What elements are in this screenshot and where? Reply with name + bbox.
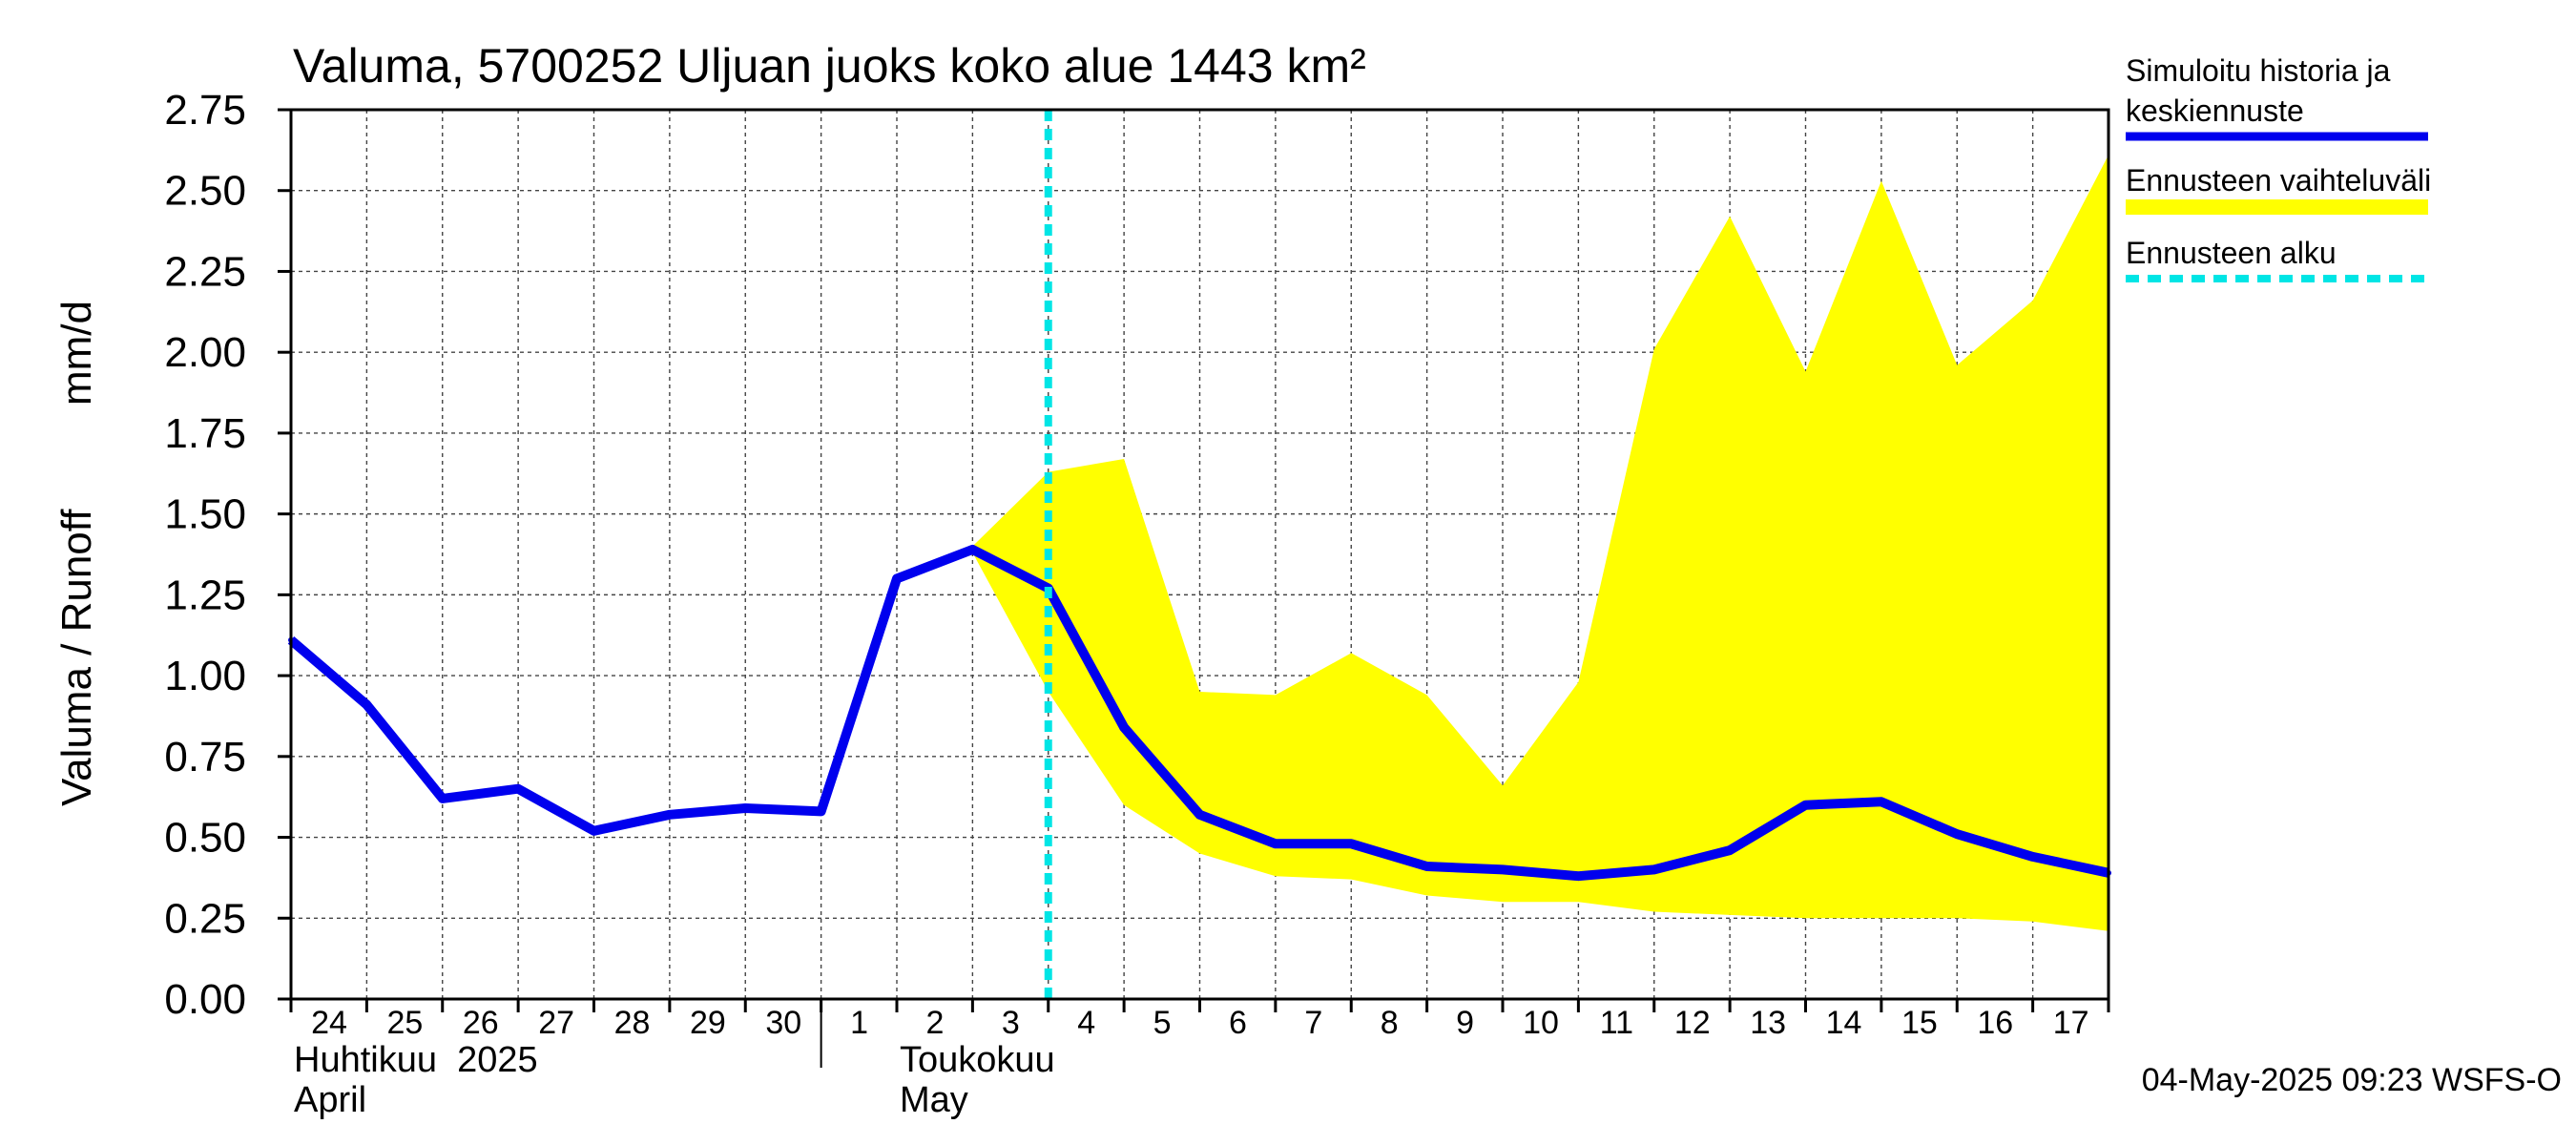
x-tick-label: 13 bbox=[1750, 1005, 1786, 1041]
y-axis-label: Valuma / Runoff bbox=[53, 509, 100, 806]
y-tick-label: 2.25 bbox=[164, 248, 246, 295]
x-tick-label: 9 bbox=[1456, 1005, 1474, 1041]
legend-label-mean: Simuloitu historia ja bbox=[2126, 53, 2391, 88]
series-point bbox=[1651, 866, 1657, 873]
month-label-english: May bbox=[900, 1080, 968, 1120]
series-point bbox=[1348, 841, 1355, 847]
x-tick-label: 7 bbox=[1304, 1005, 1322, 1041]
series-point bbox=[1878, 799, 1884, 805]
series-point bbox=[1272, 841, 1278, 847]
y-tick-label: 0.25 bbox=[164, 895, 246, 942]
x-tick-label: 26 bbox=[463, 1005, 499, 1041]
forecast-band-area bbox=[972, 155, 2109, 931]
x-tick-label: 4 bbox=[1077, 1005, 1095, 1041]
series-point bbox=[1423, 864, 1430, 870]
timestamp: 04-May-2025 09:23 WSFS-O bbox=[2142, 1062, 2562, 1098]
series-point bbox=[1727, 847, 1734, 854]
series-point bbox=[1802, 802, 1809, 808]
x-tick-label: 25 bbox=[386, 1005, 423, 1041]
series-point bbox=[515, 785, 522, 792]
y-tick-label: 1.50 bbox=[164, 491, 246, 538]
series-point bbox=[818, 808, 824, 815]
x-tick-label: 15 bbox=[1901, 1005, 1938, 1041]
x-tick-label: 14 bbox=[1826, 1005, 1862, 1041]
legend-label-forecast-start: Ennusteen alku bbox=[2126, 236, 2337, 270]
y-tick-label: 2.75 bbox=[164, 87, 246, 134]
series-point bbox=[969, 546, 976, 552]
x-tick-label: 10 bbox=[1523, 1005, 1559, 1041]
x-tick-label: 30 bbox=[765, 1005, 801, 1041]
series-point bbox=[1954, 831, 1961, 838]
series-point bbox=[666, 811, 673, 818]
x-tick-label: 27 bbox=[538, 1005, 574, 1041]
month-label-english: April bbox=[294, 1080, 366, 1120]
y-tick-label: 0.00 bbox=[164, 976, 246, 1023]
legend-label-mean-line2: keskiennuste bbox=[2126, 94, 2304, 128]
series-point bbox=[1121, 724, 1128, 731]
x-tick-label: 5 bbox=[1153, 1005, 1172, 1041]
x-tick-label: 2 bbox=[926, 1005, 945, 1041]
y-tick-label: 2.00 bbox=[164, 329, 246, 376]
month-label: Toukokuu bbox=[900, 1040, 1055, 1080]
x-tick-label: 29 bbox=[690, 1005, 726, 1041]
x-tick-label: 6 bbox=[1229, 1005, 1247, 1041]
x-axis-ticks: 24 25 26 27 28 29 30 1 2 3 4 5 6 7 8 9 10 11 12 13 14 15 16 17 bbox=[289, 999, 2110, 1068]
x-tick-label: 12 bbox=[1674, 1005, 1711, 1041]
chart-title: Valuma, 5700252 Uljuan juoks koko alue 1… bbox=[293, 39, 1366, 93]
y-tick-label: 1.25 bbox=[164, 572, 246, 618]
series-point bbox=[1196, 811, 1203, 818]
y-tick-label: 0.75 bbox=[164, 734, 246, 781]
x-tick-label: 16 bbox=[1977, 1005, 2013, 1041]
y-tick-label: 1.75 bbox=[164, 410, 246, 457]
x-tick-label: 3 bbox=[1002, 1005, 1020, 1041]
y-tick-label: 1.00 bbox=[164, 653, 246, 699]
forecast-range-band bbox=[972, 155, 2109, 931]
series-point bbox=[1575, 873, 1582, 880]
y-axis-unit: mm/d bbox=[53, 301, 100, 406]
x-tick-label: 24 bbox=[311, 1005, 347, 1041]
series-point bbox=[742, 805, 749, 812]
series-point bbox=[2029, 853, 2036, 860]
x-tick-label: 17 bbox=[2053, 1005, 2089, 1041]
month-label: Huhtikuu 2025 bbox=[294, 1040, 538, 1080]
series-point bbox=[364, 701, 370, 708]
x-tick-label: 28 bbox=[614, 1005, 651, 1041]
y-tick-label: 2.50 bbox=[164, 168, 246, 215]
y-tick-label: 0.50 bbox=[164, 815, 246, 862]
x-tick-label: 1 bbox=[850, 1005, 868, 1041]
series-point bbox=[1500, 866, 1506, 873]
series-point bbox=[894, 575, 900, 582]
legend-label-range: Ennusteen vaihteluväli bbox=[2126, 163, 2431, 198]
legend: Simuloitu historia ja keskiennuste Ennuste… bbox=[2126, 53, 2431, 282]
series-point bbox=[591, 827, 597, 834]
y-axis-ticks: 0.00 0.25 0.50 0.75 1.00 1.25 1.50 1.75 2.00 2.25… bbox=[164, 87, 291, 1023]
x-tick-label: 8 bbox=[1381, 1005, 1399, 1041]
series-point bbox=[439, 795, 446, 802]
x-tick-label: 11 bbox=[1600, 1005, 1633, 1041]
